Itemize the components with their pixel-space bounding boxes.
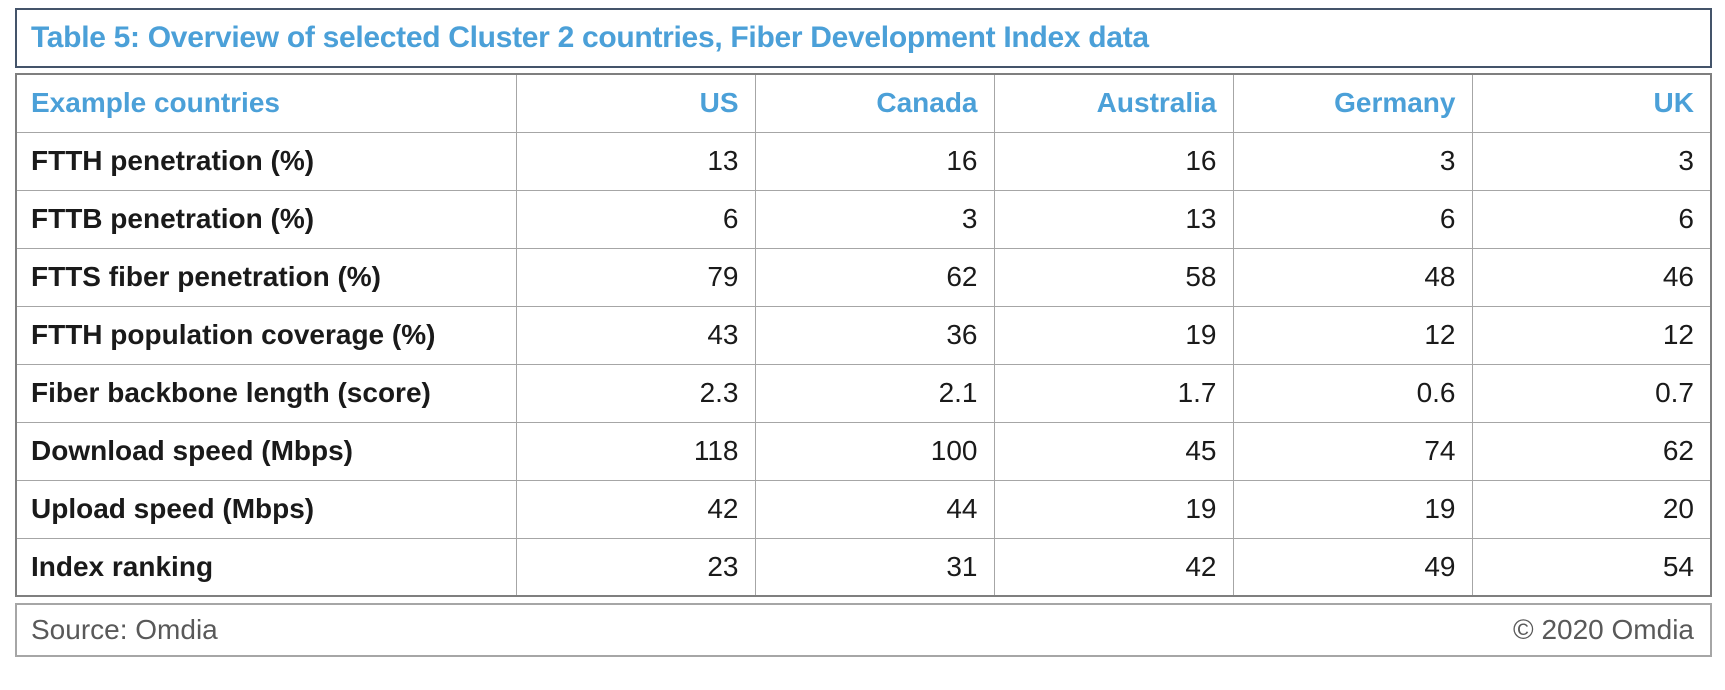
cell-value: 42 [515,479,756,539]
cell-value: 13 [993,189,1234,249]
cell-value: 6 [515,189,756,249]
cell-value: 16 [754,131,995,191]
column-header-uk: UK [1471,73,1712,133]
row-label: FTTS fiber penetration (%) [15,247,517,307]
column-header-canada: Canada [754,73,995,133]
cell-value: 3 [1471,131,1712,191]
cell-value: 19 [993,305,1234,365]
data-table: Example countries US Canada Australia Ge… [15,73,1712,597]
cell-value: 23 [515,537,756,597]
table-row-fttb-penetration: FTTB penetration (%) 6 3 13 6 6 [15,189,1712,249]
cell-value: 48 [1232,247,1473,307]
table-row-ftts-fiber-penetration: FTTS fiber penetration (%) 79 62 58 48 4… [15,247,1712,307]
cell-value: 46 [1471,247,1712,307]
cell-value: 19 [1232,479,1473,539]
cell-value: 44 [754,479,995,539]
cell-value: 3 [754,189,995,249]
source-text: Source: Omdia [31,614,218,645]
cell-value: 2.1 [754,363,995,423]
row-label: Index ranking [15,537,517,597]
cell-value: 3 [1232,131,1473,191]
table-row-index-ranking: Index ranking 23 31 42 49 54 [15,537,1712,597]
column-header-germany: Germany [1232,73,1473,133]
table-title-box: Table 5: Overview of selected Cluster 2 … [15,8,1712,68]
row-label: Download speed (Mbps) [15,421,517,481]
cell-value: 16 [993,131,1234,191]
row-label: FTTH penetration (%) [15,131,517,191]
cell-value: 118 [515,421,756,481]
cell-value: 2.3 [515,363,756,423]
cell-value: 62 [754,247,995,307]
cell-value: 6 [1471,189,1712,249]
cell-value: 58 [993,247,1234,307]
table-row-ftth-population-coverage: FTTH population coverage (%) 43 36 19 12… [15,305,1712,365]
row-label: Upload speed (Mbps) [15,479,517,539]
cell-value: 36 [754,305,995,365]
cell-value: 54 [1471,537,1712,597]
cell-value: 20 [1471,479,1712,539]
copyright-text: © 2020 Omdia [1513,614,1694,645]
column-header-example-countries: Example countries [15,73,517,133]
cell-value: 62 [1471,421,1712,481]
cell-value: 49 [1232,537,1473,597]
cell-value: 74 [1232,421,1473,481]
cell-value: 31 [754,537,995,597]
cell-value: 1.7 [993,363,1234,423]
row-label: FTTH population coverage (%) [15,305,517,365]
cell-value: 42 [993,537,1234,597]
column-header-australia: Australia [993,73,1234,133]
row-label: Fiber backbone length (score) [15,363,517,423]
column-header-us: US [515,73,756,133]
table-row-ftth-penetration: FTTH penetration (%) 13 16 16 3 3 [15,131,1712,191]
table-row-upload-speed: Upload speed (Mbps) 42 44 19 19 20 [15,479,1712,539]
cell-value: 19 [993,479,1234,539]
table-row-fiber-backbone-length: Fiber backbone length (score) 2.3 2.1 1.… [15,363,1712,423]
table-row-download-speed: Download speed (Mbps) 118 100 45 74 62 [15,421,1712,481]
table-container: Table 5: Overview of selected Cluster 2 … [15,8,1712,657]
header-row: Example countries US Canada Australia Ge… [15,73,1712,133]
row-label: FTTB penetration (%) [15,189,517,249]
cell-value: 6 [1232,189,1473,249]
cell-value: 43 [515,305,756,365]
table-title: Table 5: Overview of selected Cluster 2 … [31,21,1149,54]
cell-value: 12 [1471,305,1712,365]
cell-value: 13 [515,131,756,191]
cell-value: 45 [993,421,1234,481]
cell-value: 12 [1232,305,1473,365]
cell-value: 100 [754,421,995,481]
cell-value: 0.6 [1232,363,1473,423]
cell-value: 79 [515,247,756,307]
table-footer-bar: Source: Omdia © 2020 Omdia [15,603,1712,657]
cell-value: 0.7 [1471,363,1712,423]
